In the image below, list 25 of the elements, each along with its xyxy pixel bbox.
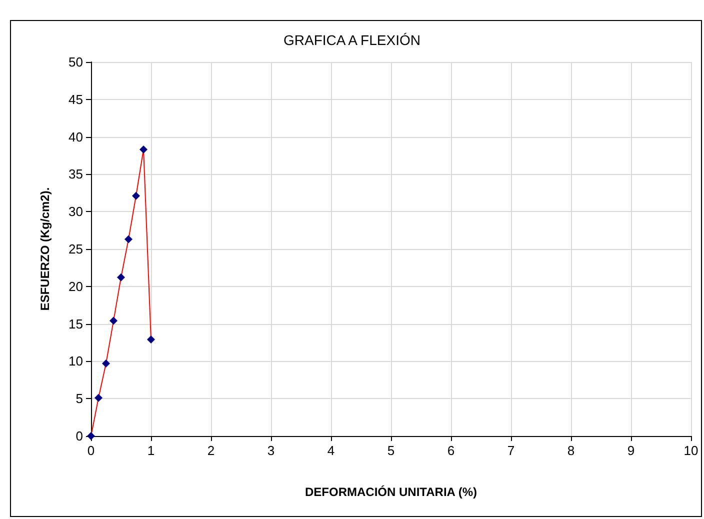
y-tick-label: 10 [68, 354, 83, 369]
x-tick-label: 5 [387, 443, 395, 458]
y-tick-label: 50 [68, 54, 83, 70]
y-axis-title: ESFUERZO (Kg/cm2). [38, 187, 52, 311]
x-tick-label: 4 [327, 443, 335, 458]
y-tick-label: 30 [68, 204, 83, 220]
x-tick-label: 8 [567, 443, 575, 458]
x-tick-label: 9 [627, 443, 635, 458]
x-tick-label: 1 [147, 443, 155, 458]
x-tick-label: 3 [267, 443, 275, 458]
x-tick-label: 0 [87, 443, 95, 458]
chart-title: GRAFICA A FLEXIÓN [284, 32, 420, 48]
x-tick-label: 10 [684, 443, 698, 458]
x-axis-title: DEFORMACIÓN UNITARIA (%) [305, 485, 477, 499]
y-tick-label: 40 [68, 129, 83, 144]
y-tick-label: 15 [68, 316, 83, 332]
y-tick-label: 25 [68, 242, 83, 256]
x-tick-label: 2 [207, 443, 215, 458]
y-tick-label: 5 [76, 391, 83, 406]
y-tick-label: 0 [76, 428, 83, 444]
y-tick-label: 35 [68, 166, 83, 182]
y-tick-label: 45 [68, 92, 83, 107]
x-tick-label: 7 [507, 443, 515, 458]
x-tick-label: 6 [447, 443, 455, 458]
y-tick-label: 20 [68, 278, 83, 294]
